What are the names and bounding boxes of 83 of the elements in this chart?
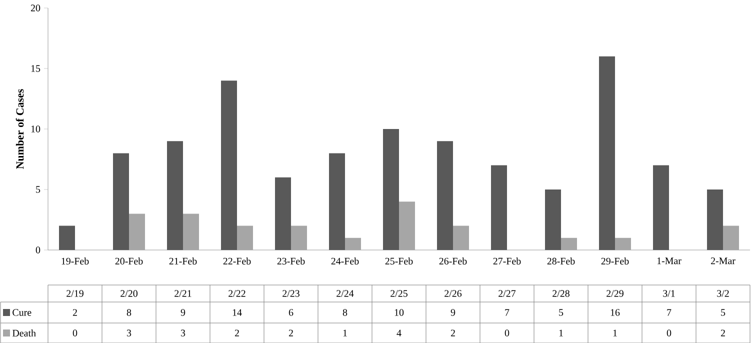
data-label: 9 (180, 309, 186, 316)
bar (599, 56, 616, 250)
data-label: 2 (720, 330, 725, 336)
bar (399, 202, 416, 250)
data-label: 14 (232, 309, 242, 316)
text: 3/1 (663, 290, 675, 297)
bar (329, 153, 346, 250)
data-label: 3 (126, 330, 132, 336)
data-label: 2 (288, 330, 293, 336)
text: 2/26 (444, 290, 462, 297)
legend-label: Death (12, 329, 36, 336)
bar (545, 190, 562, 250)
bar (221, 80, 238, 250)
x-tick-label: 25-Feb (385, 258, 413, 265)
x-tick-label: 2-Mar (710, 258, 736, 264)
text: 2/29 (606, 290, 624, 297)
bar (59, 226, 75, 250)
legend-label: Cure (12, 309, 32, 316)
text: 2/19 (66, 290, 84, 297)
bar (237, 226, 254, 250)
bar (291, 226, 308, 250)
y-tick-label: 5 (36, 186, 40, 193)
bar (491, 165, 508, 250)
data-label: 1 (343, 330, 347, 336)
data-label: 5 (559, 309, 564, 316)
bar (383, 129, 400, 250)
bar (113, 153, 129, 250)
bar (653, 165, 670, 250)
data-label: 7 (505, 309, 510, 316)
data-label: 10 (394, 309, 404, 316)
x-tick-label: 22-Feb (223, 258, 251, 265)
data-label: 7 (667, 309, 672, 316)
data-label: 2 (72, 309, 77, 316)
data-label: 3 (180, 330, 186, 336)
data-label: 16 (610, 309, 620, 316)
y-tick-label: 10 (31, 126, 40, 132)
data-label: 8 (126, 309, 132, 316)
x-tick-label: 20-Feb (115, 258, 143, 265)
text: 2/20 (120, 290, 138, 297)
bar (615, 238, 632, 250)
x-tick-label: 29-Feb (601, 258, 629, 265)
x-tick-label: 27-Feb (493, 258, 521, 265)
bar (129, 214, 145, 250)
text: 2/21 (174, 290, 192, 297)
y-tick-label: 20 (30, 4, 40, 12)
y-axis-title: Number of Cases (16, 89, 24, 169)
data-label: 0 (666, 330, 672, 336)
data-label: 9 (450, 309, 456, 316)
x-tick-label: 28-Feb (547, 258, 575, 265)
bar (707, 190, 724, 250)
bar (437, 141, 454, 250)
x-tick-label: 1-Mar (657, 258, 682, 264)
bar (275, 177, 292, 250)
data-label: 5 (721, 309, 726, 316)
data-label: 6 (288, 309, 294, 316)
data-label: 1 (613, 330, 617, 336)
y-tick-label: 0 (36, 246, 40, 254)
text: 2/25 (390, 290, 408, 297)
data-label: 8 (342, 309, 348, 316)
data-label: 0 (72, 330, 78, 336)
text: 2/28 (552, 290, 570, 297)
text: 2/22 (228, 290, 246, 297)
text: 2/24 (336, 290, 354, 297)
x-tick-label: 23-Feb (277, 258, 305, 265)
x-tick-label: 24-Feb (331, 258, 359, 265)
bar (167, 141, 183, 250)
y-tick-label: 15 (31, 65, 40, 72)
data-label: 0 (504, 330, 510, 336)
data-label: 2 (450, 330, 455, 336)
x-tick-label: 26-Feb (439, 258, 467, 265)
x-tick-label: 21-Feb (169, 258, 197, 265)
text: 2/27 (498, 290, 516, 297)
data-label: 4 (396, 330, 402, 336)
bar (723, 226, 740, 250)
x-tick-label: 19-Feb (62, 258, 89, 265)
data-label: 1 (559, 330, 563, 336)
bar (453, 226, 470, 250)
text: 2/23 (282, 290, 300, 297)
bar (561, 238, 578, 250)
data-label: 2 (234, 330, 239, 336)
bar (183, 214, 199, 250)
text: 3/2 (717, 290, 729, 297)
bar (345, 238, 362, 250)
